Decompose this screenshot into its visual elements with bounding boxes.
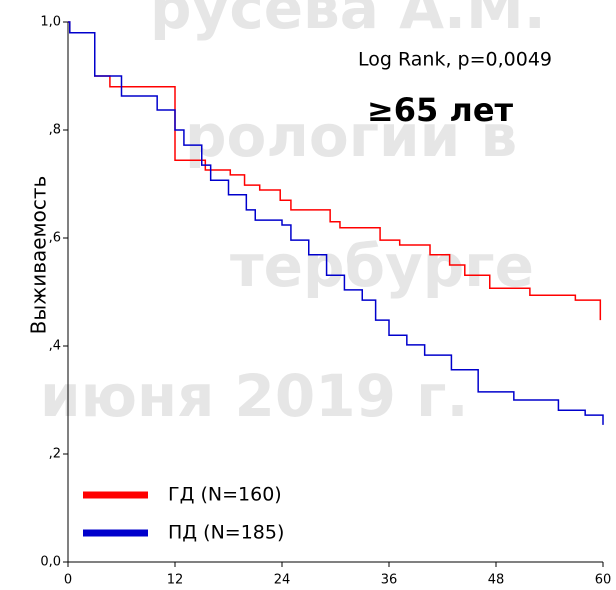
- y-tick-label: ,6: [49, 231, 61, 246]
- x-tick-label: 12: [167, 573, 184, 588]
- survival-curve: [68, 21, 602, 321]
- watermark: тербурге: [230, 232, 534, 300]
- x-tick-label: 24: [274, 573, 291, 588]
- legend-label: ГД (N=160): [168, 484, 282, 506]
- x-tick-label: 0: [64, 573, 72, 588]
- watermark: русева А.М.: [150, 0, 546, 42]
- x-tick-label: 36: [381, 573, 398, 588]
- y-axis-label: Выживаемость: [27, 176, 51, 335]
- y-tick-label: ,4: [49, 339, 61, 354]
- watermark: рологии в: [185, 102, 517, 170]
- y-tick-label: ,2: [49, 447, 61, 462]
- survival-curve: [68, 21, 604, 425]
- annotation: ≥65 лет: [367, 91, 514, 129]
- watermark-layer: русева А.М. рологии в тербурге июня 2019 г.: [40, 0, 546, 430]
- legend-label: ПД (N=185): [168, 522, 284, 544]
- y-tick-label: ,8: [49, 123, 61, 138]
- y-tick-label: 1,0: [40, 15, 61, 30]
- y-tick-label: 0,0: [40, 555, 61, 570]
- annotation: Log Rank, p=0,0049: [358, 49, 552, 71]
- watermark: июня 2019 г.: [40, 362, 469, 430]
- x-tick-label: 48: [488, 573, 505, 588]
- x-tick-label: 60: [595, 573, 612, 588]
